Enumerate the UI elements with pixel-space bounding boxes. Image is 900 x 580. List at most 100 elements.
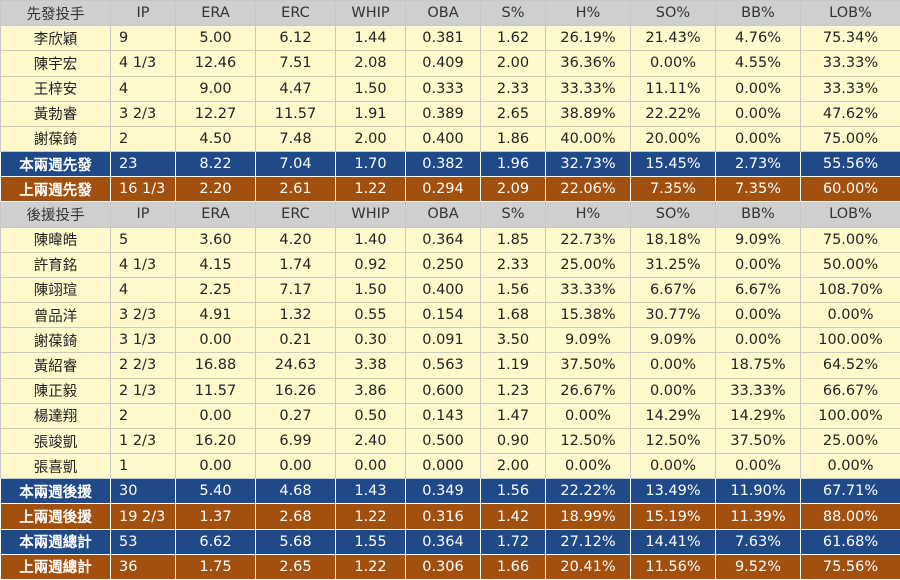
cell: 2.65 <box>255 553 336 580</box>
row-label: 張喜凱 <box>0 453 111 480</box>
cell: 38.89% <box>545 100 631 127</box>
cell: 1.22 <box>335 503 406 530</box>
row-label: 本兩週總計 <box>0 528 111 555</box>
cell: 61.68% <box>800 528 900 555</box>
row-label: 本兩週先發 <box>0 151 111 178</box>
cell: 9.09% <box>630 327 716 354</box>
cell: WHIP <box>335 0 406 27</box>
cell: 4.20 <box>255 226 336 253</box>
cell: 9.09% <box>715 226 801 253</box>
cell: 6.67% <box>715 276 801 304</box>
cell: 12.50% <box>545 427 631 455</box>
cell: 7.04 <box>255 151 336 178</box>
cell: 0.00% <box>800 453 900 480</box>
cell: 1.70 <box>335 151 406 178</box>
cell: 0.00 <box>175 327 256 354</box>
cell: 4.68 <box>255 478 336 505</box>
cell: 1.75 <box>175 553 256 580</box>
cell: 0.382 <box>405 151 481 178</box>
cell: 3.60 <box>175 226 256 253</box>
cell: 100.00% <box>800 402 900 429</box>
cell: 32.73% <box>545 151 631 178</box>
cell: 6.99 <box>255 427 336 455</box>
cell: 75.00% <box>800 226 900 253</box>
row-label: 上兩週後援 <box>0 503 111 530</box>
cell: 18.18% <box>630 226 716 253</box>
cell: 2 <box>110 125 176 153</box>
cell: 20.41% <box>545 553 631 580</box>
cell: 11.90% <box>715 478 801 505</box>
cell: 0.306 <box>405 553 481 580</box>
cell: 22.22% <box>545 478 631 505</box>
cell: 26.67% <box>545 377 631 404</box>
cell: 0.563 <box>405 352 481 379</box>
row-label: 上兩週先發 <box>0 176 111 203</box>
cell: IP <box>110 0 176 27</box>
cell: 0.50 <box>335 402 406 429</box>
cell: 0.294 <box>405 176 481 203</box>
cell: SO% <box>630 201 716 228</box>
cell: 6.12 <box>255 25 336 52</box>
cell: 1.91 <box>335 100 406 127</box>
cell: 2.68 <box>255 503 336 530</box>
cell: 37.50% <box>715 427 801 455</box>
table-row: 黃紹睿 2 2/3 16.88 24.63 3.38 0.563 1.19 37.50% 0.0… <box>0 352 900 379</box>
cell: 0.154 <box>405 302 481 329</box>
cell: 23 <box>110 151 176 178</box>
cell: 1.22 <box>335 176 406 203</box>
cell: 1.56 <box>480 276 546 304</box>
cell: 0.00% <box>630 453 716 480</box>
summary-row: 本兩週後援 30 5.40 4.68 1.43 0.349 1.56 22.22% 13.49%… <box>0 478 900 505</box>
table-row: 陳宇宏 4 1/3 12.46 7.51 2.08 0.409 2.00 36.36% 0.00… <box>0 50 900 77</box>
cell: 11.56% <box>630 553 716 580</box>
cell: 1.66 <box>480 553 546 580</box>
row-label: 楊達翔 <box>0 402 111 429</box>
cell: 1.23 <box>480 377 546 404</box>
cell: 5.00 <box>175 25 256 52</box>
cell: 0.349 <box>405 478 481 505</box>
cell: 0.091 <box>405 327 481 354</box>
cell: 0.55 <box>335 302 406 329</box>
cell: 4.91 <box>175 302 256 329</box>
cell: 0.00 <box>255 453 336 480</box>
cell: 0.00% <box>715 125 801 153</box>
cell: 2.65 <box>480 100 546 127</box>
cell: 22.22% <box>630 100 716 127</box>
section-header-row: 先發投手 IP ERA ERC WHIP OBA S% H% SO% BB% LOB% <box>0 0 900 27</box>
cell: H% <box>545 0 631 27</box>
cell: 16.20 <box>175 427 256 455</box>
cell: 50.00% <box>800 251 900 278</box>
cell: 64.52% <box>800 352 900 379</box>
cell: 31.25% <box>630 251 716 278</box>
cell: 1.40 <box>335 226 406 253</box>
cell: 0.00% <box>630 377 716 404</box>
cell: 4 <box>110 276 176 304</box>
cell: 15.19% <box>630 503 716 530</box>
table-row: 張喜凱 1 0.00 0.00 0.00 0.000 2.00 0.00% 0.00% 0.00%… <box>0 453 900 480</box>
cell: 0.27 <box>255 402 336 429</box>
row-label: 後援投手 <box>0 201 111 228</box>
row-label: 黃紹睿 <box>0 352 111 379</box>
cell: 4 1/3 <box>110 50 176 77</box>
cell: 0.90 <box>480 427 546 455</box>
table-row: 陳正毅 2 1/3 11.57 16.26 3.86 0.600 1.23 26.67% 0.0… <box>0 377 900 404</box>
cell: 100.00% <box>800 327 900 354</box>
cell: 0.00% <box>715 453 801 480</box>
cell: 66.67% <box>800 377 900 404</box>
cell: 25.00% <box>800 427 900 455</box>
cell: 0.364 <box>405 226 481 253</box>
cell: 2.00 <box>480 453 546 480</box>
row-label: 謝葆錡 <box>0 327 111 354</box>
row-label: 先發投手 <box>0 0 111 27</box>
summary-row: 本兩週先發 23 8.22 7.04 1.70 0.382 1.96 32.73% 15.45%… <box>0 151 900 178</box>
cell: 1.22 <box>335 553 406 580</box>
cell: 0.00% <box>545 453 631 480</box>
cell: 36.36% <box>545 50 631 77</box>
cell: 1.43 <box>335 478 406 505</box>
cell: S% <box>480 201 546 228</box>
cell: 67.71% <box>800 478 900 505</box>
cell: 37.50% <box>545 352 631 379</box>
cell: 0.000 <box>405 453 481 480</box>
cell: 0.409 <box>405 50 481 77</box>
row-label: 李欣穎 <box>0 25 111 52</box>
